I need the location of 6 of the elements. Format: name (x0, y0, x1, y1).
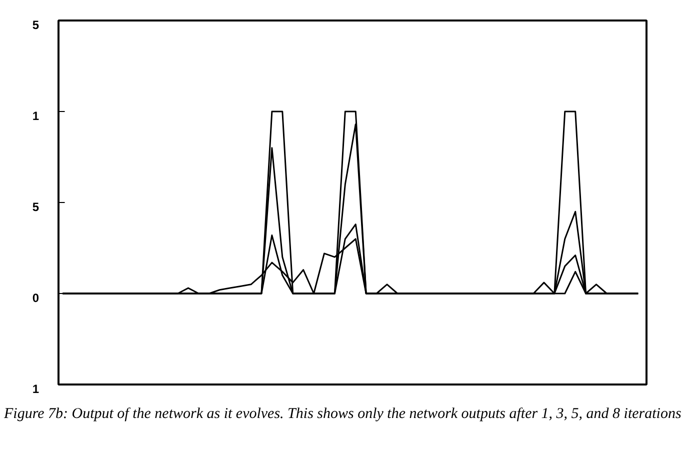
text: 5 (32, 17, 39, 34)
text: 5 (32, 199, 39, 216)
caption: Figure 7b: Output of the network as it evolves. This shows only the network outputs after 1, 3, 5, and 8 iterations (4, 406, 682, 423)
text: 0 (32, 290, 39, 307)
text: 1 (32, 108, 39, 125)
text: 1 (32, 381, 39, 398)
